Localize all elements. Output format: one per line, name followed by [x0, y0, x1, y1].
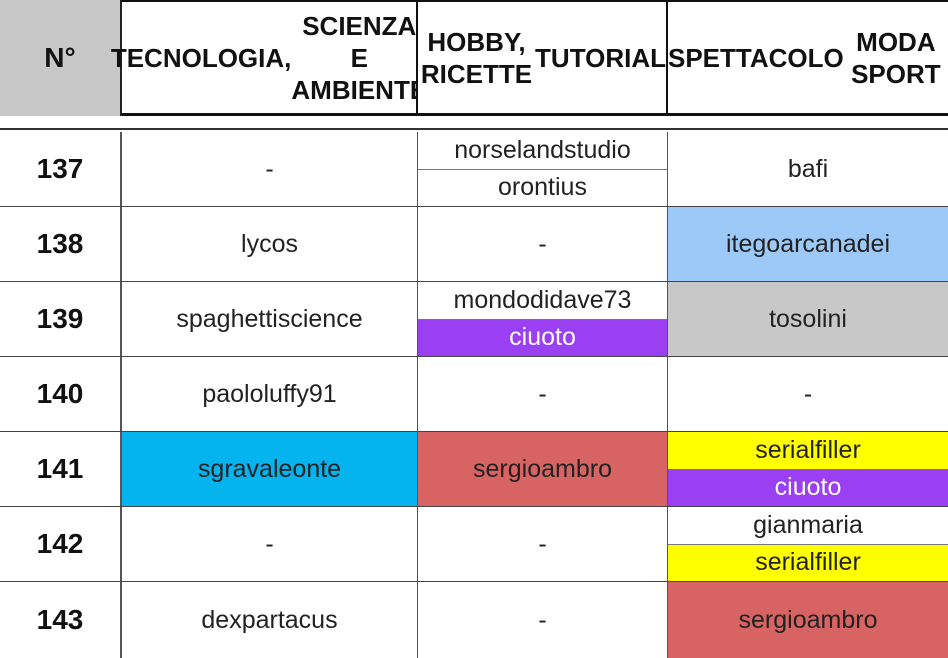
table-row: 137 - norselandstudio orontius bafi [0, 132, 948, 207]
row-number: 138 [0, 207, 122, 281]
header-technology-line1: TECNOLOGIA, [110, 42, 292, 73]
cell-hobby-entry: norselandstudio [454, 135, 631, 164]
cell-entertainment: itegoarcanadei [668, 207, 948, 281]
cell-technology: spaghettiscience [122, 282, 418, 356]
table-row: 142 - - gianmaria serialfiller [0, 507, 948, 582]
cell-hobby: - [418, 357, 668, 431]
header-spacer [122, 116, 948, 130]
row-number: 141 [0, 432, 122, 506]
cell-entertainment: gianmaria serialfiller [668, 507, 948, 581]
cell-hobby: - [418, 507, 668, 581]
cell-hobby: - [418, 582, 668, 658]
header-entertainment-line1: SPETTACOLO [668, 42, 844, 73]
row-number: 137 [0, 132, 122, 206]
table-row: 143 dexpartacus - sergioambro [0, 582, 948, 658]
table-row: 141 sgravaleonte sergioambro serialfille… [0, 432, 948, 507]
row-number: 142 [0, 507, 122, 581]
cell-technology: dexpartacus [122, 582, 418, 658]
cell-entertainment: sergioambro [668, 582, 948, 658]
cell-technology: - [122, 132, 418, 206]
row-number: 140 [0, 357, 122, 431]
cell-hobby-entry: orontius [418, 168, 667, 207]
table-row: 138 lycos - itegoarcanadei [0, 207, 948, 282]
cell-hobby-entry: mondodidave73 [453, 285, 632, 314]
header-hobby-line2: TUTORIAL [535, 42, 666, 73]
header-spacer-number [0, 116, 122, 130]
cell-entertainment: serialfiller ciuoto [668, 432, 948, 506]
cell-entertainment: bafi [787, 154, 829, 183]
cell-hobby-entry: ciuoto [418, 318, 667, 356]
cell-entertainment: - [803, 379, 813, 408]
header-technology: TECNOLOGIA, SCIENZA E AMBIENTE [111, 0, 427, 116]
cell-technology: sgravaleonte [122, 432, 418, 506]
header-entertainment-line2: MODA SPORT [851, 26, 941, 89]
cell-entertainment-entry: ciuoto [668, 468, 948, 506]
table-row: 140 paololuffy91 - - [0, 357, 948, 432]
header-entertainment: SPETTACOLO MODA SPORT [668, 0, 948, 116]
header-hobby-line1: HOBBY, RICETTE [420, 26, 533, 89]
cell-hobby: mondodidave73 ciuoto [418, 282, 668, 356]
cell-hobby: - [418, 207, 668, 281]
cell-entertainment-entry: serialfiller [668, 543, 948, 581]
cell-technology: lycos [122, 207, 418, 281]
header-number: N° [0, 0, 122, 116]
cell-technology: - [122, 507, 418, 581]
cell-technology: paololuffy91 [122, 357, 418, 431]
cell-entertainment-entry: serialfiller [668, 432, 948, 469]
cell-entertainment: tosolini [668, 282, 948, 356]
row-number: 143 [0, 582, 122, 658]
row-number: 139 [0, 282, 122, 356]
cell-entertainment-entry: gianmaria [753, 510, 863, 539]
table-row: 139 spaghettiscience mondodidave73 ciuot… [0, 282, 948, 357]
cell-hobby: norselandstudio orontius [418, 132, 668, 206]
header-hobby: HOBBY, RICETTE TUTORIAL [418, 0, 668, 116]
cell-hobby: sergioambro [418, 432, 668, 506]
header-technology-line2: SCIENZA E AMBIENTE [291, 10, 428, 105]
